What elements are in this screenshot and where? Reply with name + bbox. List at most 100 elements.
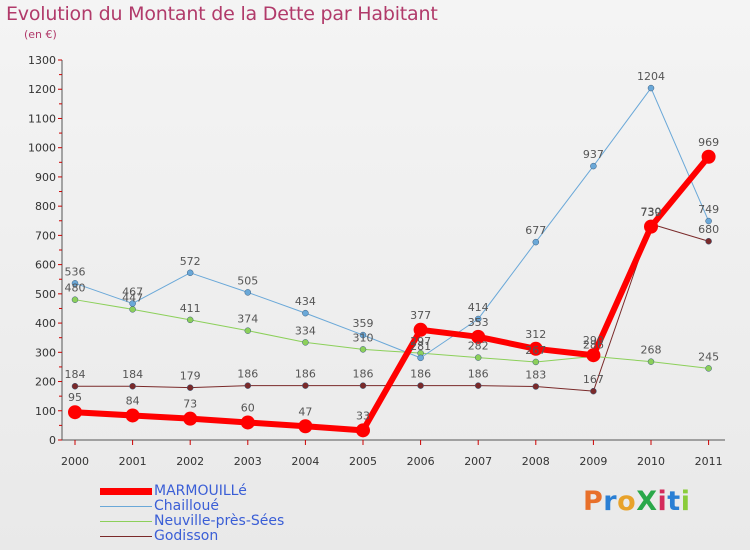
- data-label: 290: [583, 334, 604, 347]
- chart-axes: 0 100 200 300 400 500 600 700 800 900 1000 1100 1200…: [28, 54, 725, 468]
- data-label: 505: [237, 274, 258, 287]
- data-label: 353: [468, 316, 489, 329]
- legend-swatch: [100, 520, 152, 522]
- data-label: 60: [241, 401, 255, 414]
- data-labels: 95 84 73 60 47 33 377 353 312 290 730 969 536 467 572 5…: [65, 70, 720, 422]
- data-label: 73: [183, 398, 197, 411]
- data-point: [532, 383, 540, 390]
- data-point: [590, 162, 597, 170]
- legend-swatch: [100, 505, 152, 507]
- data-label: 572: [180, 255, 201, 268]
- data-point: [186, 316, 194, 324]
- data-point: [186, 269, 194, 277]
- x-tick-label: 2000: [61, 455, 89, 468]
- line-chart: 0 100 200 300 400 500 600 700 800 900 1000 1100 1200…: [28, 54, 725, 468]
- data-point: [471, 329, 486, 344]
- data-label: 186: [237, 368, 258, 381]
- x-tick-label: 2002: [176, 455, 204, 468]
- data-label: 434: [295, 295, 316, 308]
- data-point: [705, 365, 712, 372]
- data-point: [244, 289, 252, 296]
- data-label: 184: [122, 368, 143, 381]
- chart-legend: MARMOUILLé Chailloué Neuville-près-Sées God…: [100, 484, 284, 544]
- legend-label: Chailloué: [154, 498, 219, 514]
- data-label: 186: [468, 368, 489, 381]
- y-tick-label: 1100: [28, 112, 56, 125]
- y-tick-label: 1300: [28, 54, 56, 67]
- data-label: 312: [525, 328, 546, 341]
- data-point: [186, 384, 194, 391]
- data-label: 377: [410, 309, 431, 322]
- data-label: 969: [698, 136, 719, 149]
- data-point: [528, 341, 543, 356]
- data-point: [705, 237, 712, 245]
- logo-letter: i: [657, 486, 668, 517]
- data-label: 374: [237, 313, 258, 326]
- chart-series: [68, 84, 716, 438]
- data-label: 268: [641, 344, 662, 357]
- x-tick-label: 2006: [407, 455, 435, 468]
- data-label: 95: [68, 391, 82, 404]
- x-tick-label: 2011: [695, 455, 723, 468]
- data-point: [705, 217, 712, 225]
- data-label: 297: [410, 335, 431, 348]
- data-point: [413, 322, 428, 337]
- logo-letter: o: [617, 486, 637, 517]
- data-point: [474, 315, 482, 323]
- data-label: 411: [180, 302, 201, 315]
- data-point: [298, 419, 313, 434]
- x-tick-label: 2003: [234, 455, 262, 468]
- data-point: [359, 346, 367, 353]
- data-label: 267: [525, 344, 546, 357]
- x-tick-label: 2009: [579, 455, 607, 468]
- y-tick-label: 1200: [28, 83, 56, 96]
- data-label: 414: [468, 301, 489, 314]
- legend-label: Godisson: [154, 528, 219, 544]
- data-point: [68, 405, 82, 420]
- legend-item: Chailloué: [100, 499, 284, 514]
- y-tick-label: 0: [49, 434, 56, 447]
- x-tick-label: 2008: [522, 455, 550, 468]
- x-tick-label: 2004: [291, 455, 319, 468]
- y-tick-label: 700: [35, 229, 56, 242]
- data-label: 334: [295, 324, 316, 337]
- data-point: [701, 149, 716, 164]
- data-label: 447: [122, 291, 143, 304]
- logo-letter: P: [583, 486, 604, 517]
- logo-letter: X: [636, 486, 658, 517]
- data-point: [532, 358, 540, 366]
- data-point: [244, 327, 252, 334]
- data-point: [474, 382, 482, 389]
- data-label: 310: [353, 331, 374, 344]
- data-point: [647, 358, 655, 365]
- data-point: [359, 331, 367, 339]
- data-point: [586, 348, 601, 363]
- legend-label: Neuville-près-Sées: [154, 513, 285, 529]
- data-label: 286: [583, 338, 604, 351]
- data-label: 47: [298, 405, 312, 418]
- data-label: 184: [65, 368, 86, 381]
- chart-subtitle: (en €): [24, 28, 57, 41]
- x-tick-label: 2010: [637, 455, 665, 468]
- data-point: [359, 382, 367, 389]
- series-line: [74, 154, 711, 434]
- y-tick-label: 1000: [28, 142, 56, 155]
- logo-letter: r: [603, 486, 618, 517]
- data-point: [71, 296, 79, 303]
- data-label: 186: [353, 368, 374, 381]
- x-tick-label: 2005: [349, 455, 377, 468]
- y-tick-label: 500: [35, 288, 56, 301]
- proxiti-logo: ProXiti: [583, 486, 690, 517]
- logo-letter: i: [680, 486, 691, 517]
- data-label: 730: [641, 206, 662, 219]
- legend-label: MARMOUILLé: [154, 483, 247, 499]
- data-point: [302, 309, 309, 317]
- data-label: 183: [525, 369, 546, 382]
- data-label: 186: [295, 368, 316, 381]
- data-label: 680: [698, 223, 719, 236]
- data-point: [647, 84, 655, 92]
- data-point: [244, 382, 252, 389]
- y-tick-label: 300: [35, 346, 56, 359]
- x-tick-label: 2007: [464, 455, 492, 468]
- data-label: 359: [353, 317, 374, 330]
